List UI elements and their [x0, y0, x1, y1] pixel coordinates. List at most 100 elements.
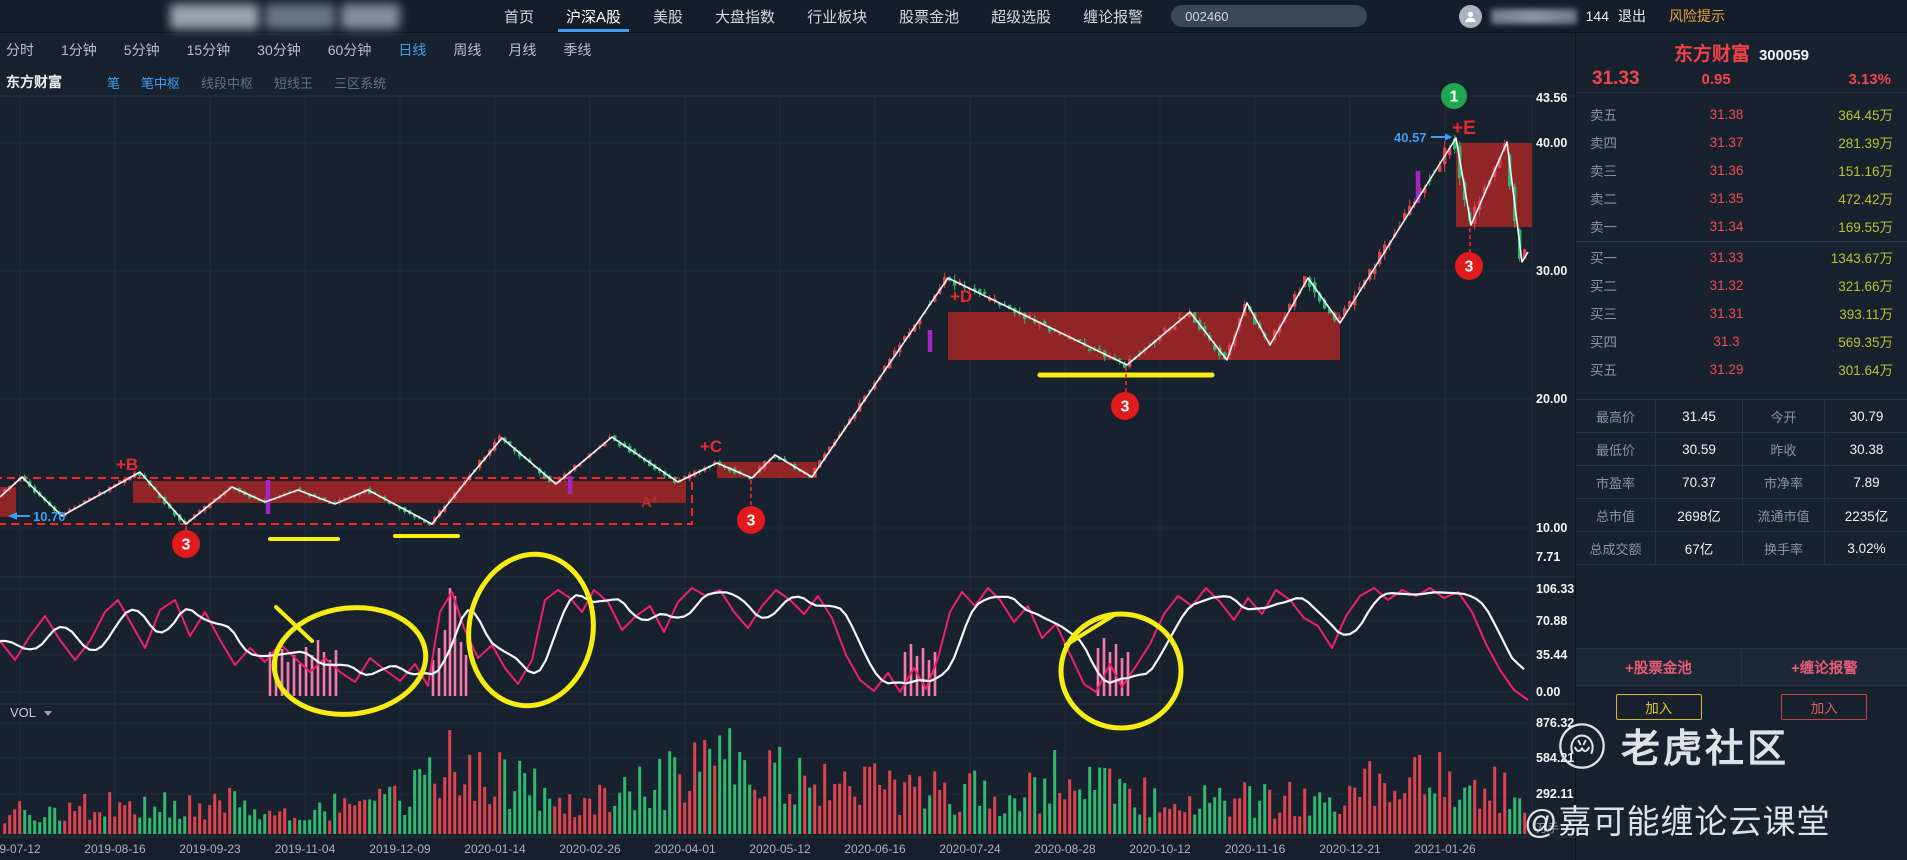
add-to-stock-pool-button[interactable]: +股票金池: [1625, 660, 1692, 677]
svg-text:2020-12-21: 2020-12-21: [1319, 842, 1381, 856]
stats-cell: 最低价: [1576, 433, 1656, 466]
oscillator-panel: [0, 587, 1529, 701]
quote-header: 东方财富 300059: [1576, 39, 1907, 66]
svg-text:2020-08-28: 2020-08-28: [1034, 842, 1096, 856]
stats-table: 最高价 31.45 今开 30.79 最低价 30.59 昨收 30.38 市盈率 70.37 市净…: [1576, 399, 1907, 565]
stock-code: 300059: [1758, 47, 1810, 64]
svg-text:3: 3: [182, 537, 191, 554]
user-avatar[interactable]: [1458, 4, 1482, 28]
timeframe-4[interactable]: 30分钟: [257, 42, 301, 58]
chart-column: 分时 1分钟 5分钟 15分钟 30分钟 60分钟 日线 周线 月线 季线 东方财富 笔 笔中枢 线段…: [0, 33, 1575, 860]
svg-text:20.00: 20.00: [1536, 392, 1567, 406]
grid-layer: [0, 95, 1575, 838]
sell-row[interactable]: 卖五 31.38 364.45万: [1590, 106, 1893, 124]
chevron-down-icon: [44, 711, 52, 716]
stats-cell: 市盈率: [1576, 466, 1656, 499]
stats-cell: 最高价: [1576, 400, 1656, 433]
svg-text:3: 3: [1465, 259, 1474, 276]
chan-annotations: 3 3 3 3 1 +B +C +D +E A² 40.57 10.70: [8, 83, 1483, 558]
svg-text:3: 3: [747, 513, 756, 530]
timeframe-7[interactable]: 周线: [453, 42, 482, 58]
oscillator-slow-line: [0, 591, 1525, 685]
candlestick-chart-canvas[interactable]: 3 3 3 3 1 +B +C +D +E A² 40.57 10.70 43.56 40.00 30.00…: [0, 67, 1575, 860]
quote-price-row: 31.33 0.95 3.13%: [1576, 66, 1907, 93]
timeframe-9[interactable]: 季线: [563, 42, 592, 58]
nav-item-7[interactable]: 缠论报警: [1083, 8, 1144, 26]
timeframe-5[interactable]: 60分钟: [327, 42, 372, 58]
chan-tool-0[interactable]: 笔: [107, 75, 121, 91]
nav-right-cluster: 144 退出 风险提示: [1458, 4, 1725, 28]
yellow-annotations: [268, 372, 1215, 731]
sequence-badge: [1441, 83, 1467, 109]
sell-row[interactable]: 卖一 31.34 169.55万: [1590, 218, 1893, 236]
chan-label: 40.57: [1394, 130, 1427, 145]
search-input[interactable]: [1185, 8, 1354, 24]
stats-cell: 30.59: [1656, 433, 1743, 466]
vol-indicator-label[interactable]: VOL: [10, 705, 52, 720]
timeframe-2[interactable]: 5分钟: [123, 42, 160, 58]
risk-notice-link[interactable]: 风险提示: [1669, 8, 1725, 24]
stock-search-box[interactable]: [1171, 5, 1368, 27]
stats-cell: 昨收: [1743, 433, 1825, 466]
timeframe-bar: 分时 1分钟 5分钟 15分钟 30分钟 60分钟 日线 周线 月线 季线: [0, 33, 1575, 67]
timeframe-8[interactable]: 月线: [508, 42, 537, 58]
price-change: 0.95: [1701, 70, 1731, 88]
buy-row[interactable]: 买一 31.33 1343.67万: [1590, 249, 1893, 267]
sell-row[interactable]: 卖四 31.37 281.39万: [1590, 134, 1893, 152]
price-change-pct: 3.13%: [1848, 70, 1891, 88]
sell-row[interactable]: 卖二 31.35 472.42万: [1590, 190, 1893, 208]
svg-text:10.00: 10.00: [1536, 521, 1567, 535]
svg-text:30.00: 30.00: [1536, 264, 1567, 278]
nav-item-5[interactable]: 股票金池: [899, 8, 960, 26]
buy-row[interactable]: 买三 31.31 393.11万: [1590, 305, 1893, 323]
svg-text:2020-06-16: 2020-06-16: [844, 842, 906, 856]
timeframe-3[interactable]: 15分钟: [186, 42, 231, 58]
stats-cell: 30.79: [1825, 400, 1907, 433]
timeframe-1[interactable]: 1分钟: [61, 42, 97, 58]
sell-row[interactable]: 卖三 31.36 151.16万: [1590, 162, 1893, 180]
stats-cell: 市净率: [1743, 466, 1825, 499]
chan-tool-3[interactable]: 短线王: [274, 75, 314, 91]
username-suffix: 144: [1585, 8, 1609, 24]
svg-text:2020-10-12: 2020-10-12: [1129, 842, 1191, 856]
svg-text:2020-11-16: 2020-11-16: [1225, 842, 1286, 856]
svg-text:3: 3: [1121, 399, 1130, 416]
stats-cell: 3.02%: [1825, 532, 1907, 565]
chan-label: +B: [116, 455, 138, 474]
nav-item-4[interactable]: 行业板块: [807, 8, 868, 26]
nav-item-3[interactable]: 大盘指数: [715, 8, 776, 26]
buy-row[interactable]: 买四 31.3 569.35万: [1590, 333, 1893, 351]
stats-cell: 67亿: [1656, 532, 1743, 565]
chan-tool-1[interactable]: 笔中枢: [141, 75, 181, 91]
nav-item-0[interactable]: 首页: [504, 8, 535, 26]
nav-item-1[interactable]: 沪深A股: [550, 0, 637, 32]
nav-item-6[interactable]: 超级选股: [991, 8, 1052, 26]
svg-text:40.00: 40.00: [1536, 136, 1567, 150]
nav-item-2[interactable]: 美股: [653, 8, 684, 26]
dashed-range-box: [0, 477, 693, 525]
add-chan-alert-button[interactable]: +缠论报警: [1741, 649, 1907, 685]
chan-tool-4[interactable]: 三区系统: [334, 75, 387, 91]
buy-row[interactable]: 买二 31.32 321.66万: [1590, 277, 1893, 295]
buy-row[interactable]: 买五 31.29 301.64万: [1590, 361, 1893, 379]
chart-area[interactable]: 东方财富 笔 笔中枢 线段中枢 短线王 三区系统 3 3 3 3 1 +B +C +D +E A² 40.5…: [0, 67, 1575, 860]
timeframe-0[interactable]: 分时: [6, 42, 34, 58]
sequence-badge: [1111, 392, 1139, 420]
stats-cell: 换手率: [1743, 532, 1825, 565]
svg-text:292.11: 292.11: [1536, 787, 1574, 801]
timeframe-6[interactable]: 日线: [398, 42, 427, 58]
logout-button[interactable]: 退出: [1618, 8, 1646, 24]
volume-bars-layer: [3, 728, 1527, 834]
join-alert-button[interactable]: 加入: [1781, 694, 1868, 720]
quote-panel: 东方财富 300059 31.33 0.95 3.13% 卖五 31.38 364.…: [1575, 33, 1907, 860]
chan-label: +C: [700, 437, 722, 456]
join-pool-button[interactable]: 加入: [1615, 694, 1702, 720]
svg-text:43.56: 43.56: [1536, 91, 1567, 105]
blurred-logo: [170, 4, 400, 29]
sequence-badge: [737, 506, 765, 534]
stats-cell: 7.89: [1825, 466, 1907, 499]
chan-tool-2[interactable]: 线段中枢: [201, 75, 254, 91]
svg-text:2019-12-09: 2019-12-09: [369, 842, 431, 856]
svg-text:2019-08-16: 2019-08-16: [84, 842, 146, 856]
chan-toolbar: 东方财富 笔 笔中枢 线段中枢 短线王 三区系统: [6, 72, 386, 92]
